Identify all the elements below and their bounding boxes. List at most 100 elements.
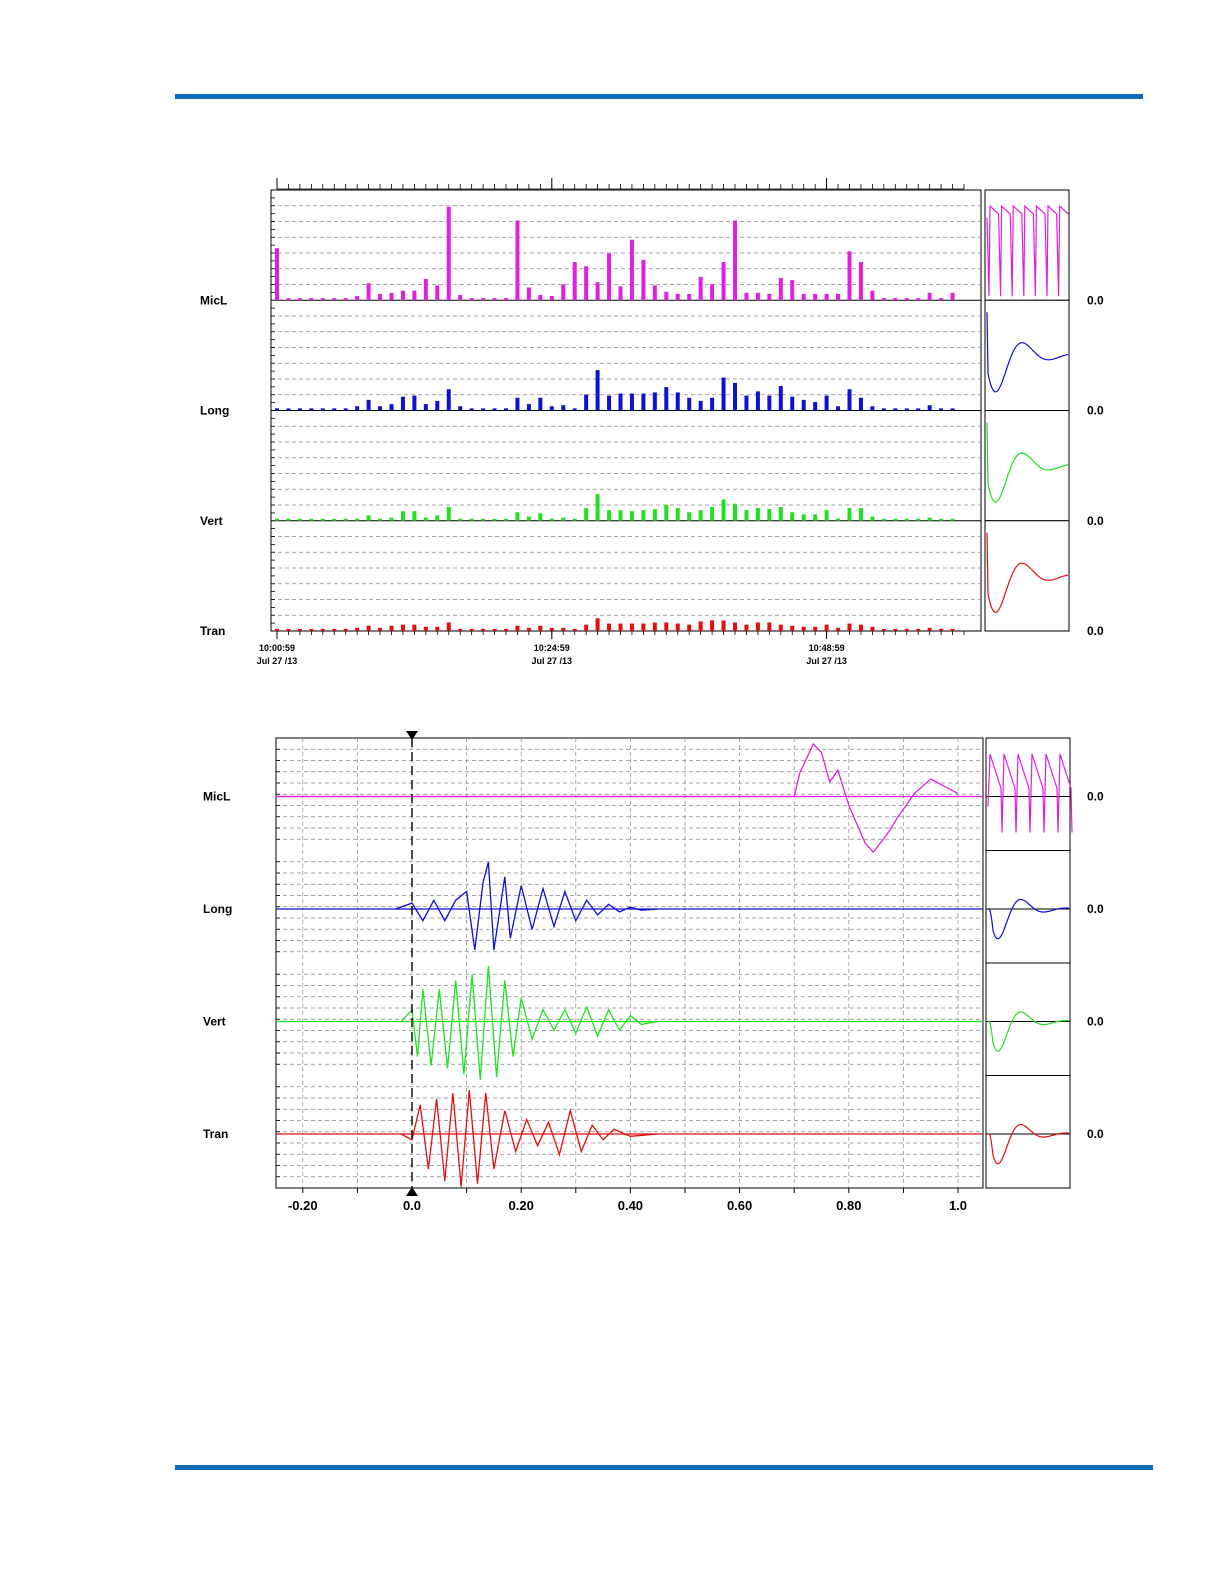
bar-tran xyxy=(813,626,818,631)
bar-long xyxy=(389,404,394,411)
bar-tran xyxy=(332,628,337,631)
bar-tran xyxy=(824,624,829,631)
bar-tran xyxy=(629,623,634,631)
bar-micl xyxy=(916,298,921,301)
bar-long xyxy=(400,396,405,411)
bar-vert xyxy=(412,511,417,521)
bar-micl xyxy=(561,284,566,301)
zero-label: 0.0 xyxy=(1087,624,1104,638)
header-rule xyxy=(175,94,1143,99)
bar-vert xyxy=(687,512,692,521)
bar-long xyxy=(515,397,520,411)
bar-long xyxy=(572,408,577,411)
bar-long xyxy=(595,370,600,411)
bar-micl xyxy=(607,253,612,301)
zero-label: 0.0 xyxy=(1087,1015,1104,1029)
bar-vert xyxy=(904,518,909,521)
bar-micl xyxy=(458,294,463,301)
bar-micl xyxy=(939,298,944,301)
bar-long xyxy=(664,387,669,411)
bar-micl xyxy=(767,293,772,301)
bar-long xyxy=(939,408,944,411)
bar-long xyxy=(607,395,612,411)
bar-long xyxy=(458,406,463,411)
bar-long xyxy=(755,391,760,411)
bar-long xyxy=(366,399,371,411)
bar-vert xyxy=(675,508,680,521)
bar-micl xyxy=(629,239,634,301)
bar-tran xyxy=(435,626,440,631)
bar-vert xyxy=(275,518,279,521)
bar-long xyxy=(275,408,279,411)
thumbnail-trace-vert xyxy=(986,422,1069,503)
bar-tran xyxy=(469,628,474,631)
bar-micl xyxy=(904,298,909,301)
histogram-chart xyxy=(270,178,1070,639)
bar-micl xyxy=(847,251,852,301)
trace-vert xyxy=(400,965,658,1081)
bar-tran xyxy=(664,622,669,631)
bar-micl xyxy=(343,298,348,301)
bar-tran xyxy=(343,628,348,631)
bar-vert xyxy=(950,518,955,521)
bar-vert xyxy=(664,504,669,521)
thumbnail-trace-long xyxy=(988,898,1069,940)
zero-label: 0.0 xyxy=(1087,404,1104,418)
bar-micl xyxy=(412,290,417,301)
trigger-marker-top xyxy=(406,731,418,740)
bar-tran xyxy=(618,623,623,631)
time-tick-label: 10:00:59 xyxy=(259,643,295,653)
bar-tran xyxy=(584,624,589,631)
bar-micl xyxy=(538,294,543,301)
bar-micl xyxy=(836,293,841,301)
bar-tran xyxy=(526,627,531,631)
bar-micl xyxy=(687,293,692,301)
bar-vert xyxy=(641,510,646,521)
bar-tran xyxy=(572,628,577,631)
bar-micl xyxy=(297,298,302,301)
waveform-thumbnail xyxy=(984,299,1070,411)
bar-tran xyxy=(881,628,886,631)
bar-long xyxy=(343,408,348,411)
bar-long xyxy=(824,395,829,411)
bar-tran xyxy=(320,628,325,631)
bar-micl xyxy=(320,298,325,301)
bar-long xyxy=(629,393,634,411)
bar-long xyxy=(927,405,932,411)
thumbnail-trace-tran xyxy=(986,532,1069,613)
x-tick-label: -0.20 xyxy=(288,1198,318,1213)
bar-long xyxy=(744,395,749,411)
bar-tran xyxy=(423,626,428,631)
zero-label: 0.0 xyxy=(1087,790,1104,804)
bar-tran xyxy=(378,627,383,631)
bar-vert xyxy=(400,511,405,521)
bar-vert xyxy=(355,518,360,521)
bar-micl xyxy=(801,293,806,301)
bar-tran xyxy=(446,622,451,631)
bar-micl xyxy=(675,293,680,301)
bar-long xyxy=(412,395,417,411)
trace-micl xyxy=(275,742,959,854)
bar-micl xyxy=(515,220,520,301)
bar-long xyxy=(297,408,302,411)
bar-tran xyxy=(710,620,715,631)
bar-micl xyxy=(469,298,474,301)
bar-tran xyxy=(538,625,543,631)
bar-long xyxy=(332,408,337,411)
bar-tran xyxy=(309,628,314,631)
bar-tran xyxy=(286,628,291,631)
bar-tran xyxy=(744,624,749,631)
bar-long xyxy=(790,396,795,411)
bar-tran xyxy=(687,624,692,631)
channel-label-long: Long xyxy=(203,902,232,916)
bar-vert xyxy=(927,517,932,521)
bar-long xyxy=(813,402,818,411)
bar-long xyxy=(767,395,772,411)
bar-vert xyxy=(629,511,634,521)
channel-label-vert: Vert xyxy=(203,1015,226,1029)
bar-vert xyxy=(332,518,337,521)
bar-vert xyxy=(286,518,291,521)
bar-micl xyxy=(721,262,726,301)
bar-long xyxy=(618,393,623,411)
bar-tran xyxy=(904,628,909,631)
